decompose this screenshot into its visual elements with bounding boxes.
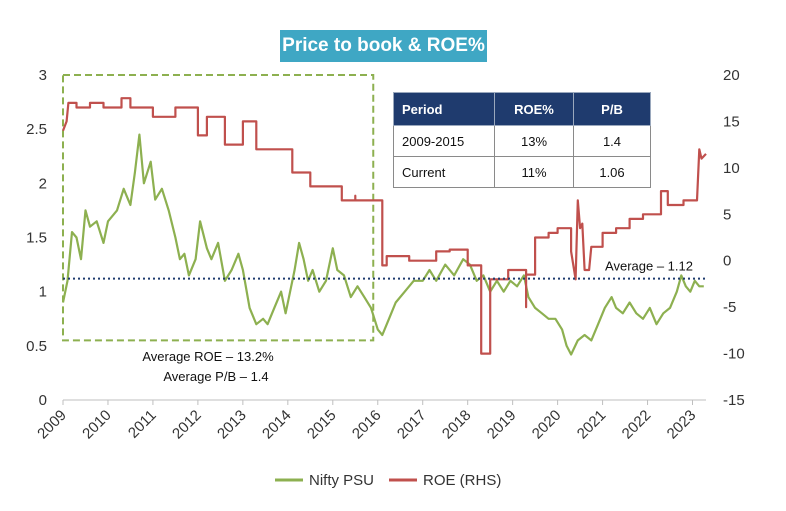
y-left-tick-label: 2.5 [26,121,47,138]
table-cell: 13% [494,125,574,157]
table-header-pb: P/B [573,92,651,126]
table-header-period: Period [393,92,495,126]
x-tick-label: 2021 [574,407,610,443]
table-header-roe: ROE% [494,92,574,126]
y-right-tick-label: 10 [723,160,740,177]
y-left-tick-label: 0.5 [26,338,47,355]
x-tick-label: 2009 [34,407,70,443]
y-left-tick-label: 0 [39,392,47,409]
table-row: 2009-2015 13% 1.4 [393,125,651,157]
series-layer [61,97,707,356]
x-tick-label: 2013 [214,407,250,443]
y-right-tick-label: 5 [723,206,731,223]
table-cell: Current [393,156,495,188]
table-cell: 1.4 [573,125,651,157]
x-tick-label: 2017 [394,407,430,443]
x-tick-label: 2020 [529,407,565,443]
chart-title: Price to book & ROE% [280,30,487,62]
roe-line [61,97,707,355]
x-tick-label: 2018 [439,407,475,443]
y-left-tick-label: 3 [39,67,47,84]
x-tick-label: 2014 [259,407,295,443]
legend-layer: Nifty PSU ROE (RHS) [275,472,501,489]
y-right-tick-label: -5 [723,299,736,316]
y-right-tick-label: -15 [723,392,745,409]
table-cell: 1.06 [573,156,651,188]
table-header-row: Period ROE% P/B [393,92,651,126]
nifty-psu-line [61,133,704,356]
y-left-tick-label: 1.5 [26,230,47,247]
summary-table: Period ROE% P/B 2009-2015 13% 1.4 Curren… [393,92,651,188]
y-left-tick-label: 2 [39,175,47,192]
y-right-tick-label: -10 [723,346,745,363]
text-layer: Average – 1.12 Average ROE – 13.2% Average… [142,259,693,384]
table-cell: 2009-2015 [393,125,495,157]
x-tick-label: 2016 [349,407,385,443]
average-line-label: Average – 1.12 [605,259,693,274]
table-row: Current 11% 1.06 [393,156,651,188]
x-tick-label: 2022 [619,407,655,443]
legend-label-nifty-psu: Nifty PSU [309,472,374,489]
x-tick-label: 2012 [169,407,205,443]
x-tick-label: 2011 [125,407,160,442]
y-left-tick-label: 1 [39,284,47,301]
y-right-tick-label: 15 [723,113,740,130]
y-right-tick-label: 20 [723,67,740,84]
legend-label-roe: ROE (RHS) [423,472,501,489]
annotation-average-pb: Average P/B – 1.4 [163,369,268,384]
highlight-box-layer [62,74,375,342]
x-tick-label: 2019 [484,407,520,443]
annotation-average-roe: Average ROE – 13.2% [142,349,274,364]
x-tick-label: 2015 [304,407,340,443]
table-cell: 11% [494,156,574,188]
x-tick-label: 2010 [79,407,115,443]
y-right-tick-label: 0 [723,253,731,270]
x-tick-label: 2023 [664,407,700,443]
highlight-box [62,74,375,342]
